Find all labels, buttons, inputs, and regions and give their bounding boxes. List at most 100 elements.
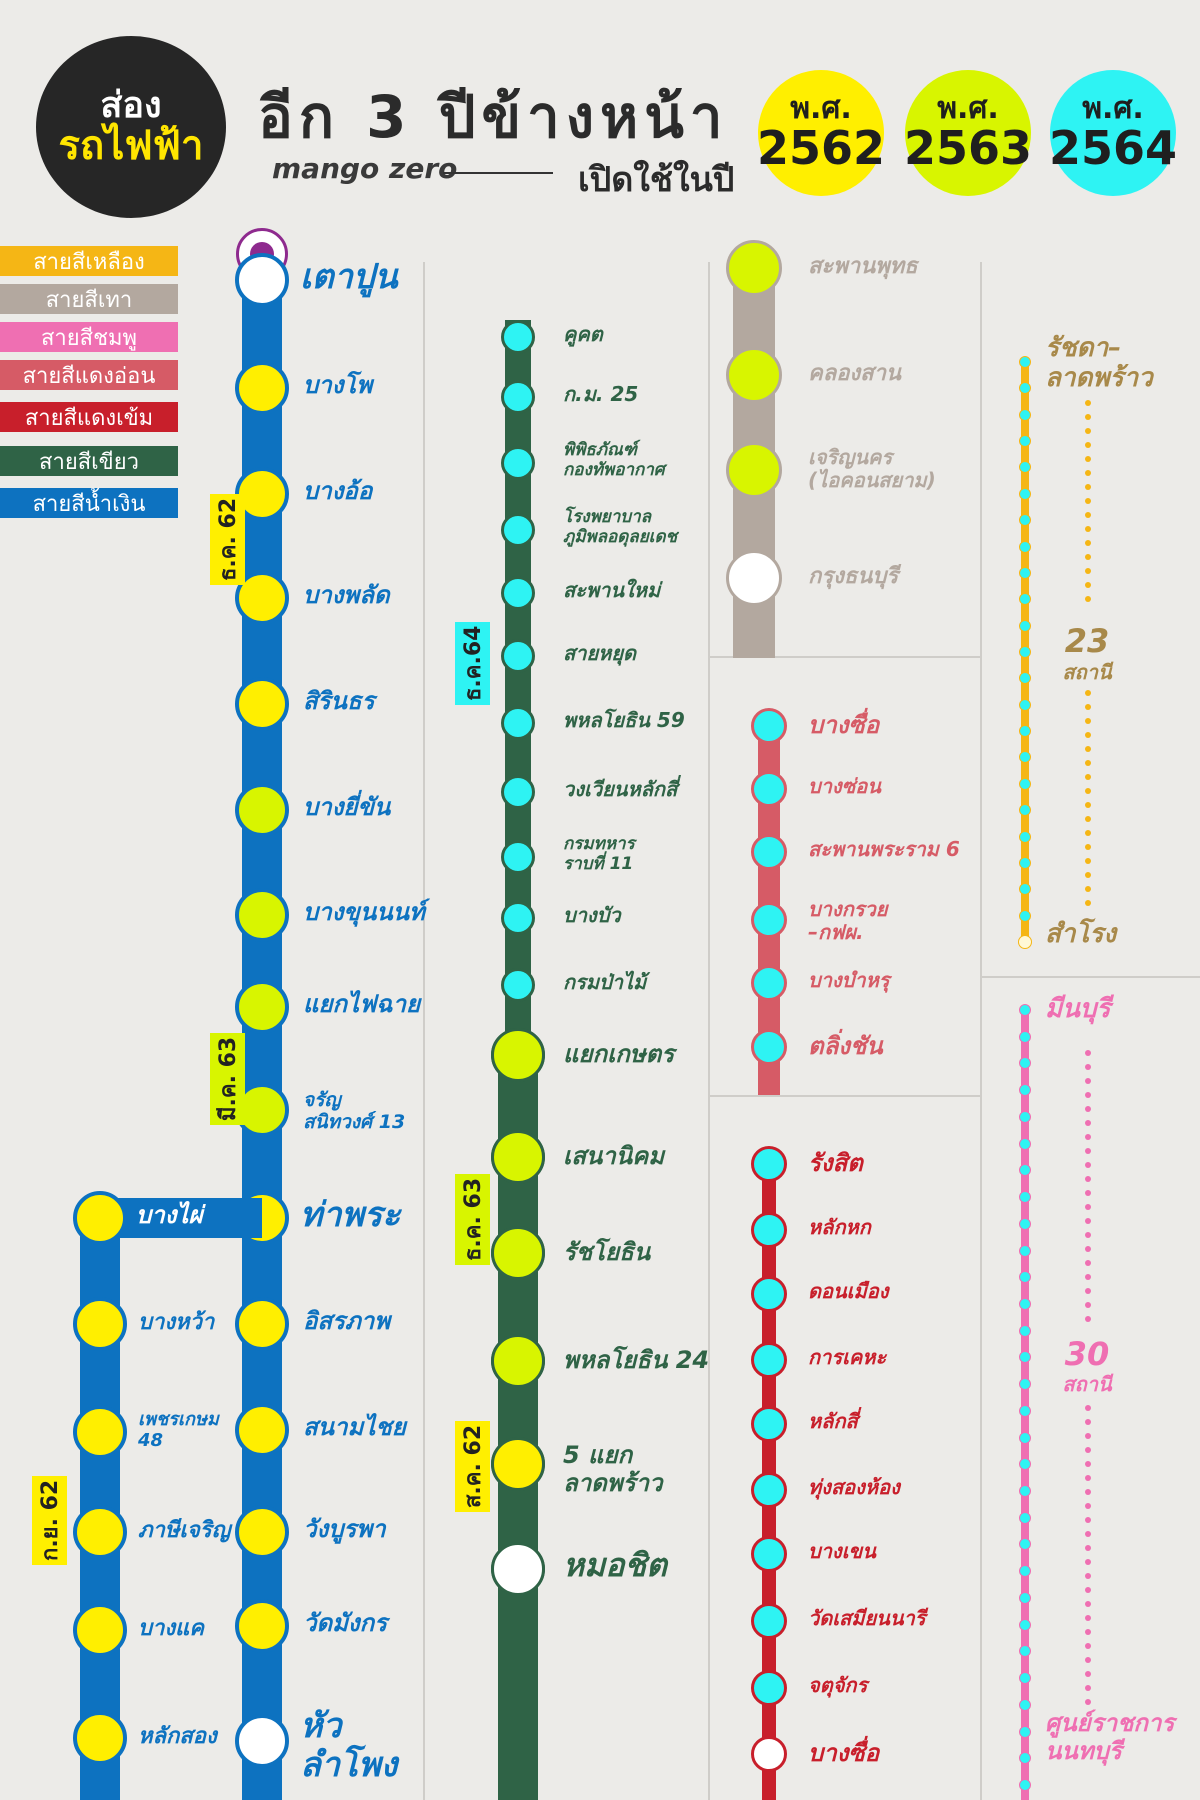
station-marker <box>1019 1137 1031 1150</box>
station-marker <box>491 1334 545 1388</box>
legend-item: สายสีเทา <box>0 284 178 314</box>
station-marker <box>235 677 289 731</box>
station-label: พหลโยธิน 59 <box>563 708 685 732</box>
station-marker <box>1019 751 1031 764</box>
dotted-guide <box>1085 442 1091 448</box>
station-marker <box>1019 1431 1031 1444</box>
station-marker <box>1019 672 1031 685</box>
yellow-line-count: 23 <box>1064 622 1110 660</box>
station-label: บางซ่อน <box>808 774 881 798</box>
station-label: ภาษีเจริญ <box>138 1518 231 1543</box>
station-marker <box>751 708 787 744</box>
station-marker <box>1019 1271 1031 1284</box>
station-marker <box>73 1505 127 1559</box>
station-label: 5 แยก ลาดพร้าว <box>563 1441 663 1497</box>
station-label: กรุงธนบุรี <box>808 564 899 589</box>
station-label: จรัญ สนิทวงศ์ 13 <box>303 1089 406 1133</box>
station-marker <box>1019 1324 1031 1337</box>
column-divider <box>708 262 710 1800</box>
dotted-guide <box>1085 484 1091 490</box>
station-label: สะพานพระราม 6 <box>808 837 960 861</box>
station-marker <box>1019 909 1031 922</box>
dotted-guide <box>1085 1302 1091 1308</box>
station-marker <box>501 513 535 547</box>
station-marker <box>235 1714 289 1768</box>
station-marker <box>1019 1752 1031 1765</box>
station-marker <box>1019 883 1031 896</box>
station-marker <box>1019 1004 1031 1016</box>
station-marker <box>726 442 782 498</box>
dotted-guide <box>1085 1699 1091 1705</box>
station-label: ก.ม. 25 <box>563 382 639 406</box>
dotted-guide <box>1085 596 1091 602</box>
station-marker <box>1019 1511 1031 1524</box>
station-label: พิพิธภัณฑ์ กองทัพอากาศ <box>563 440 665 480</box>
year-era: พ.ศ. <box>790 90 852 126</box>
station-marker <box>1019 1458 1031 1471</box>
station-marker <box>1019 1164 1031 1177</box>
brand-logo: mango zero <box>272 152 458 185</box>
year-number: 2564 <box>1048 120 1178 175</box>
station-label: บางโพ <box>303 371 373 399</box>
station-marker <box>751 1472 787 1508</box>
dotted-guide <box>1085 526 1091 532</box>
station-marker <box>73 1711 127 1765</box>
blue-branch-connector <box>100 1198 262 1238</box>
date-tag: มี.ค. 63 <box>210 1032 245 1125</box>
station-marker <box>73 1405 127 1459</box>
station-marker <box>491 1130 545 1184</box>
station-marker <box>1019 1244 1031 1257</box>
station-marker <box>726 347 782 403</box>
dotted-guide <box>1085 428 1091 434</box>
dotted-guide <box>1085 400 1091 406</box>
station-marker <box>751 1536 787 1572</box>
station-label: ท่าพระ <box>300 1195 401 1235</box>
station-label: สะพานใหม่ <box>563 578 661 602</box>
year-badge-2563: พ.ศ. 2563 <box>904 70 1032 196</box>
station-label: วงเวียนหลักสี่ <box>563 777 678 801</box>
dotted-guide <box>1085 1246 1091 1252</box>
station-marker <box>235 888 289 942</box>
station-label: หลักหก <box>808 1215 871 1239</box>
year-badge-2562: พ.ศ. 2562 <box>757 70 885 196</box>
dotted-guide <box>1085 1162 1091 1168</box>
station-label: สิรินธร <box>303 687 375 715</box>
dotted-guide <box>1085 1531 1091 1537</box>
dotted-guide <box>1085 1204 1091 1210</box>
station-marker <box>1019 1725 1031 1738</box>
station-marker <box>1019 1191 1031 1204</box>
station-marker <box>501 639 535 673</box>
date-tag: ธ.ค. 63 <box>455 1173 490 1265</box>
station-marker <box>1019 514 1031 527</box>
station-marker <box>1019 1698 1031 1711</box>
legend-item: สายสีชมพู <box>0 322 178 352</box>
dotted-guide <box>1085 1050 1091 1056</box>
pink-line-count-unit: สถานี <box>1062 1372 1112 1396</box>
station-marker <box>1019 725 1031 738</box>
pink-line-count: 30 <box>1064 1335 1110 1373</box>
station-marker <box>1019 461 1031 474</box>
station-marker <box>235 361 289 415</box>
station-marker <box>1019 1485 1031 1498</box>
dotted-guide <box>1085 1134 1091 1140</box>
station-label: หลักสอง <box>138 1724 217 1749</box>
station-label: สะพานพุทธ <box>808 254 918 279</box>
station-marker <box>1019 830 1031 843</box>
dotted-guide <box>1085 1685 1091 1691</box>
dotted-guide <box>1085 1461 1091 1467</box>
dotted-guide <box>1085 1601 1091 1607</box>
station-marker <box>501 380 535 414</box>
dotted-guide <box>1085 1260 1091 1266</box>
station-marker <box>1019 1030 1031 1043</box>
legend-item: สายสีเขียว <box>0 446 178 476</box>
dotted-guide <box>1085 788 1091 794</box>
dotted-guide <box>1085 1447 1091 1453</box>
dotted-guide <box>1085 470 1091 476</box>
row-divider <box>710 656 980 658</box>
dotted-guide <box>1085 1629 1091 1635</box>
dotted-guide <box>1085 1078 1091 1084</box>
dotted-guide <box>1085 1274 1091 1280</box>
station-label: คลองสาน <box>808 361 901 386</box>
station-label: วัดมังกร <box>303 1609 388 1637</box>
station-marker <box>726 240 782 296</box>
